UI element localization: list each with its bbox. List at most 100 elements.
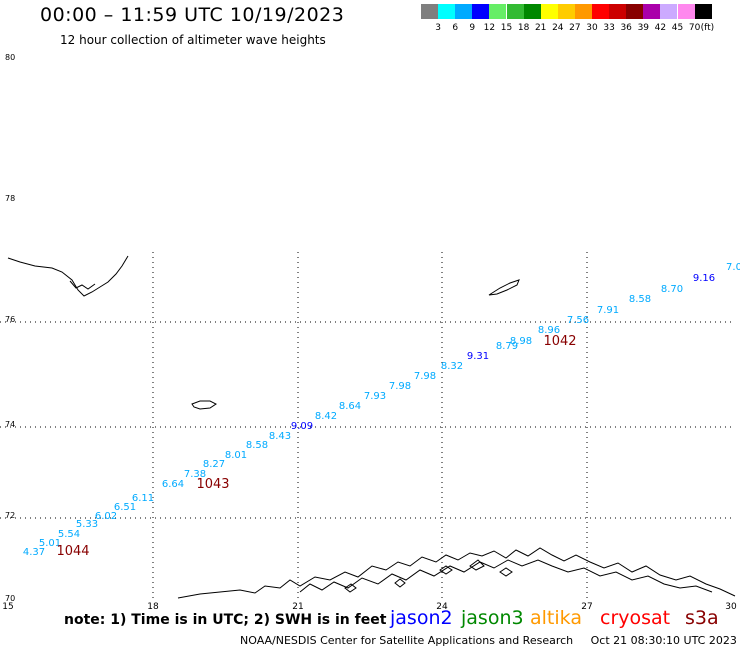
color-scale-label: 42 (654, 23, 667, 33)
swh-value-label: 5.01 (39, 538, 61, 549)
pass-id-label: 1042 (543, 334, 576, 349)
color-scale-swatch (574, 4, 592, 19)
swh-value-label: 5.54 (58, 529, 80, 540)
map-subtitle: 12 hour collection of altimeter wave hei… (60, 33, 326, 47)
pass-ids: 1044 1043 1042 (56, 334, 576, 559)
swh-value-label: 6.64 (162, 479, 184, 490)
swh-value-label: 8.96 (538, 325, 560, 336)
lon-label: 15 (2, 602, 13, 612)
color-scale-swatch (626, 4, 644, 19)
satellite-legend-jason3: jason3 (461, 607, 524, 629)
coastline (7, 255, 736, 599)
lat-label: 70 (5, 594, 15, 603)
swh-value-label: 7.91 (597, 305, 619, 316)
swh-value-label: 8.70 (661, 284, 683, 295)
color-scale-label: 15 (500, 23, 513, 33)
swh-value-label: 8.79 (496, 341, 518, 352)
swh-value-label: 5.33 (76, 519, 98, 530)
footer-source: NOAA/NESDIS Center for Satellite Applica… (240, 634, 574, 647)
swh-value-label: 6.02 (95, 511, 117, 522)
color-scale-legend: 3 6 9 12 15 18 21 24 27 30 33 36 39 42 45 70 (ft) (421, 4, 729, 38)
lat-label: 74 (5, 420, 15, 429)
color-scale-swatch (489, 4, 507, 19)
lat-label: 72 (5, 511, 15, 520)
hopen-island (488, 279, 520, 296)
swh-value-label: 8.98 (510, 336, 532, 347)
color-scale-label: 24 (552, 23, 564, 33)
swh-value-label: 6.51 (114, 502, 136, 513)
swh-value-label: 8.64 (339, 401, 361, 412)
norway-islands (344, 559, 513, 593)
color-scale-swatch (643, 4, 661, 19)
lon-label: 30 (725, 602, 737, 612)
lat-label: 78 (5, 194, 15, 203)
swh-value-label: 8.32 (441, 361, 463, 372)
color-scale-label: 27 (569, 23, 581, 33)
lon-labels: 15 18 21 24 27 30 (2, 602, 737, 612)
color-scale-swatch (421, 4, 439, 19)
color-scale-label: 39 (637, 23, 650, 33)
swh-value-label: 8.27 (203, 459, 225, 470)
color-scale-label: 70 (688, 23, 701, 33)
lon-label: 18 (147, 602, 159, 612)
pass-id-label: 1044 (56, 544, 89, 559)
color-scale-label: 33 (603, 23, 615, 33)
swh-value-label: 7.98 (414, 371, 436, 382)
svalbard-inlet (69, 280, 96, 290)
swh-value-label: 8.42 (315, 411, 337, 422)
satellite-legend-cryosat: cryosat (600, 607, 671, 629)
color-scale-label: 30 (586, 23, 598, 33)
color-scale-label: 9 (469, 23, 476, 33)
swh-value-label: 7.93 (364, 391, 386, 402)
color-scale-swatch (455, 4, 473, 19)
swh-value-label: 9.31 (467, 351, 489, 362)
color-scale-swatch (557, 4, 575, 19)
satellite-legend-altika: altika (530, 607, 582, 629)
color-scale-swatch (592, 4, 610, 19)
color-scale-label: 3 (435, 23, 441, 33)
color-scale-swatch (609, 4, 627, 19)
bear-island (191, 400, 217, 410)
satellite-legend-s3a: s3a (685, 607, 719, 629)
color-scale-swatch (472, 4, 490, 19)
lon-label: 24 (436, 602, 448, 612)
map-title: 00:00 – 11:59 UTC 10/19/2023 (40, 4, 345, 26)
color-scale-label: 21 (534, 23, 547, 33)
satellite-legend-jason2: jason2 (390, 607, 453, 629)
color-scale-label: 36 (620, 23, 632, 33)
swh-value-label: 7.38 (184, 469, 206, 480)
note-text: note: 1) Time is in UTC; 2) SWH is in fe… (64, 612, 387, 628)
norway-fjords (299, 559, 713, 593)
color-scale-label: 12 (483, 23, 496, 33)
footer-timestamp: Oct 21 08:30:10 UTC 2023 (590, 634, 737, 647)
footer: NOAA/NESDIS Center for Satellite Applica… (240, 634, 737, 647)
lat-label: 76 (5, 315, 15, 324)
swh-value-label: 7.56 (567, 315, 589, 326)
lon-label: 27 (581, 602, 592, 612)
swh-value-label: 9.09 (291, 421, 313, 432)
color-scale-unit: (ft) (700, 23, 715, 33)
color-scale-label: 18 (517, 23, 530, 33)
color-scale-swatch (506, 4, 524, 19)
swh-value-label: 9.16 (693, 273, 715, 284)
norway-coast (177, 547, 736, 599)
lat-label: 80 (5, 53, 15, 62)
swh-value-label: 7.98 (389, 381, 411, 392)
swh-value-label: 8.43 (269, 431, 291, 442)
graticule (0, 252, 735, 598)
svalbard-coast (7, 255, 129, 297)
color-scale-swatch (660, 4, 678, 19)
swh-value-label: 8.01 (225, 450, 247, 461)
swh-value-label: 7.0 (726, 262, 740, 273)
swh-value-label: 8.58 (629, 294, 651, 305)
lat-labels: 80 78 76 74 72 70 (5, 53, 15, 603)
swh-track: 4.37 5.01 5.54 5.33 6.02 6.51 6.11 6.64 … (23, 262, 740, 558)
swh-value-label: 6.11 (132, 493, 154, 504)
color-scale-swatch (677, 4, 695, 19)
color-scale-label: 6 (452, 23, 459, 33)
color-scale-swatch (694, 4, 712, 19)
swh-value-label: 8.58 (246, 440, 268, 451)
color-scale-swatch (438, 4, 456, 19)
lon-label: 21 (292, 602, 303, 612)
